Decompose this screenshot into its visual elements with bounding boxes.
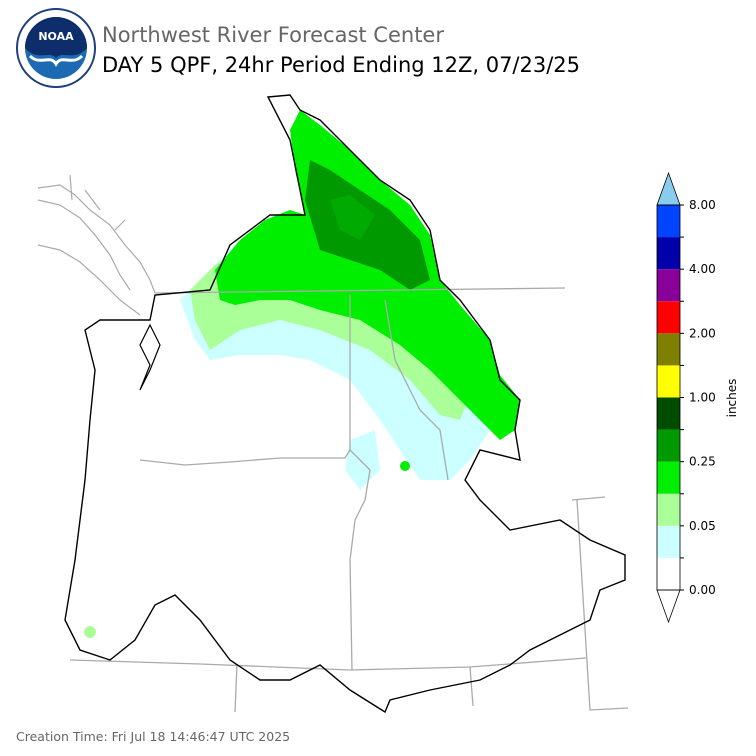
colorbar-over bbox=[656, 171, 681, 206]
colorbar-tick-label: 1.00 bbox=[689, 391, 716, 405]
colorbar-segment bbox=[657, 205, 680, 238]
logo-text: NOAA bbox=[38, 30, 74, 43]
colorbar-tick-label: 0.25 bbox=[689, 455, 716, 469]
colorbar-segment bbox=[657, 365, 680, 398]
puget-sound bbox=[139, 323, 161, 391]
colorbar-under bbox=[656, 589, 681, 624]
coastline-canada bbox=[37, 174, 156, 316]
basin-outline bbox=[64, 94, 626, 714]
colorbar-segment bbox=[657, 461, 680, 494]
subtitle: DAY 5 QPF, 24hr Period Ending 12Z, 07/23… bbox=[102, 53, 580, 77]
colorbar-tick-label: 0.00 bbox=[689, 583, 716, 597]
legend-label: inches bbox=[725, 379, 739, 418]
colorbar-tick-label: 8.00 bbox=[689, 198, 716, 212]
colorbar-segment bbox=[657, 301, 680, 334]
borders bbox=[69, 287, 629, 713]
colorbar-tick-label: 2.00 bbox=[689, 326, 716, 340]
colorbar-segment bbox=[657, 397, 680, 430]
title: Northwest River Forecast Center bbox=[102, 23, 444, 47]
colorbar-segment bbox=[657, 237, 680, 270]
colorbar-segment bbox=[657, 429, 680, 462]
creation-time: Creation Time: Fri Jul 18 14:46:47 UTC 2… bbox=[16, 729, 290, 744]
colorbar-segment bbox=[657, 333, 680, 366]
colorbar-segment bbox=[657, 493, 680, 526]
colorbar: 0.00 0.05 0.25 1.00 2.00 4.00 8.00 bbox=[656, 171, 716, 624]
colorbar-segment bbox=[657, 557, 680, 590]
noaa-logo: NOAA bbox=[16, 8, 96, 88]
colorbar-tick-label: 4.00 bbox=[689, 262, 716, 276]
colorbar-segment bbox=[657, 525, 680, 558]
colorbar-tick-label: 0.05 bbox=[689, 519, 716, 533]
qpf-fill bbox=[84, 110, 520, 638]
colorbar-segment bbox=[657, 269, 680, 302]
